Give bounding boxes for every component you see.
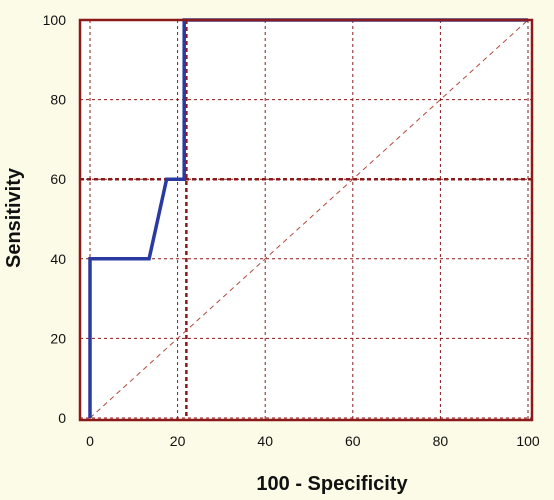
y-tick-label: 40	[50, 251, 66, 267]
x-tick-labels: 0 20 40 60 80 100	[86, 433, 540, 449]
y-tick-label: 20	[50, 330, 66, 346]
x-tick-label: 40	[257, 433, 273, 449]
x-tick-label: 0	[86, 433, 94, 449]
x-tick-label: 20	[170, 433, 186, 449]
y-axis-title: Sensitivity	[3, 167, 25, 268]
x-tick-label: 80	[433, 433, 449, 449]
grid-layer	[80, 19, 532, 420]
x-tick-label: 60	[345, 433, 361, 449]
plot-frame	[78, 18, 534, 422]
y-tick-label: 80	[50, 92, 66, 108]
x-axis-title: 100 - Specificity	[256, 473, 408, 495]
y-tick-label: 60	[50, 171, 66, 187]
y-tick-labels: 0 20 40 60 80 100	[43, 12, 67, 426]
x-tick-label: 100	[516, 433, 540, 449]
plot-area	[80, 20, 532, 420]
reference-lines	[80, 20, 532, 420]
y-tick-label: 0	[58, 410, 66, 426]
y-tick-label: 100	[43, 12, 67, 28]
